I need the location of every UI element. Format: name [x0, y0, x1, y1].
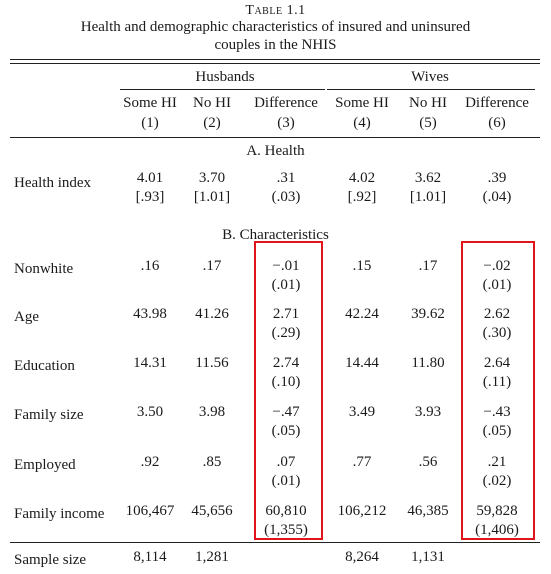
table-cell: 45,656: [191, 503, 233, 519]
table-cell: 3.98: [198, 404, 226, 420]
row-label: Family income: [14, 506, 105, 522]
table-cell-se: [1.01]: [193, 189, 231, 205]
column-header-number: (1): [141, 115, 159, 131]
row-label: Age: [14, 309, 39, 325]
group-header-wives: Wives: [411, 69, 449, 85]
table-cell: 14.31: [133, 355, 167, 371]
table-cell: .17: [418, 258, 438, 274]
table-cell: 106,212: [337, 503, 387, 519]
table-cell: −.01: [272, 258, 300, 274]
table-cell: .56: [418, 454, 438, 470]
table-cell: .92: [140, 454, 160, 470]
row-label: Education: [14, 358, 75, 374]
row-label: Nonwhite: [14, 261, 74, 277]
table-cell: 46,385: [407, 503, 449, 519]
table-cell: 3.70: [198, 170, 226, 186]
table-cell: −.47: [272, 404, 300, 420]
table-cell: 41.26: [195, 306, 229, 322]
table-cell: 1,281: [195, 549, 229, 565]
header-bottom-rule: [10, 137, 540, 138]
table-cell: .16: [140, 258, 160, 274]
column-header-label: Some HI: [123, 95, 177, 111]
highlight-box-wives-difference: [461, 241, 535, 540]
table-cell: .07: [276, 454, 296, 470]
table-cell: .31: [276, 170, 296, 186]
top-rule-thick: [10, 59, 540, 60]
column-header-label: Some HI: [335, 95, 389, 111]
column-header-number: (3): [277, 115, 295, 131]
column-header-label: No HI: [409, 95, 447, 111]
column-header-label: Difference: [254, 95, 318, 111]
table-cell: 14.44: [345, 355, 379, 371]
table-cell-se: [1.01]: [409, 189, 447, 205]
table-cell: .21: [487, 454, 507, 470]
table-cell: .77: [352, 454, 372, 470]
table-cell: 3.62: [414, 170, 442, 186]
table-cell: 3.49: [348, 404, 376, 420]
table-cell: −.02: [483, 258, 511, 274]
table-cell: 2.71: [272, 306, 300, 322]
table-cell-se: [.92]: [347, 189, 377, 205]
table-cell: 59,828: [476, 503, 518, 519]
table-cell-se: (1,406): [475, 522, 519, 538]
table-cell-se: [.93]: [135, 189, 165, 205]
row-label: Health index: [14, 175, 92, 191]
table-cell: 8,264: [345, 549, 379, 565]
column-header-label: Difference: [465, 95, 529, 111]
column-header-number: (6): [488, 115, 506, 131]
column-header-number: (4): [353, 115, 371, 131]
table-cell: 39.62: [411, 306, 445, 322]
row-label: Sample size: [14, 552, 87, 568]
table-cell-se: (.30): [482, 325, 512, 341]
section-b-heading: B. Characteristics: [222, 227, 329, 243]
table-cell: −.43: [483, 404, 511, 420]
table-cell-se: (.05): [482, 423, 512, 439]
table-cell: 43.98: [133, 306, 167, 322]
table-cell: 11.80: [411, 355, 445, 371]
table-cell-se: (.11): [482, 374, 512, 390]
table-cell-se: (.01): [482, 277, 512, 293]
table-cell-se: (.03): [271, 189, 301, 205]
table-cell: 11.56: [195, 355, 229, 371]
table-cell: 8,114: [133, 549, 167, 565]
group-header-husbands: Husbands: [195, 69, 255, 85]
table-cell-se: (.01): [271, 473, 301, 489]
table-cell: 42.24: [345, 306, 379, 322]
table-cell: 106,467: [125, 503, 175, 519]
table-cell: 4.01: [136, 170, 164, 186]
section-a-heading: A. Health: [246, 143, 305, 159]
table-cell: 4.02: [348, 170, 376, 186]
table-cell: .15: [352, 258, 372, 274]
table-cell: 2.64: [483, 355, 511, 371]
row-label: Family size: [14, 407, 84, 423]
table-cell: 3.93: [414, 404, 442, 420]
column-header-label: No HI: [193, 95, 231, 111]
highlight-box-husbands-difference: [254, 241, 323, 540]
table-cell: 60,810: [265, 503, 307, 519]
table-cell-se: (.02): [482, 473, 512, 489]
sample-size-rule: [10, 542, 540, 543]
table-cell: .39: [487, 170, 507, 186]
table-cell: 2.74: [272, 355, 300, 371]
table-cell-se: (.04): [482, 189, 512, 205]
table-cell-se: (1,355): [264, 522, 308, 538]
table-caption-line1: Health and demographic characteristics o…: [80, 19, 471, 35]
table-cell-se: (.01): [271, 277, 301, 293]
row-label: Employed: [14, 457, 76, 473]
table-cell-se: (.10): [271, 374, 301, 390]
wives-underline: [327, 89, 535, 90]
table-cell: .17: [202, 258, 222, 274]
table-cell-se: (.05): [271, 423, 301, 439]
table-cell: 2.62: [483, 306, 511, 322]
husbands-underline: [120, 89, 325, 90]
column-header-number: (5): [419, 115, 437, 131]
top-rule-thin: [10, 63, 540, 64]
column-header-number: (2): [203, 115, 221, 131]
table-cell: 1,131: [411, 549, 445, 565]
table-caption-line2: couples in the NHIS: [214, 37, 337, 53]
table-title: Table 1.1: [245, 3, 306, 18]
table-cell: 3.50: [136, 404, 164, 420]
table-cell-se: (.29): [271, 325, 301, 341]
table-cell: .85: [202, 454, 222, 470]
